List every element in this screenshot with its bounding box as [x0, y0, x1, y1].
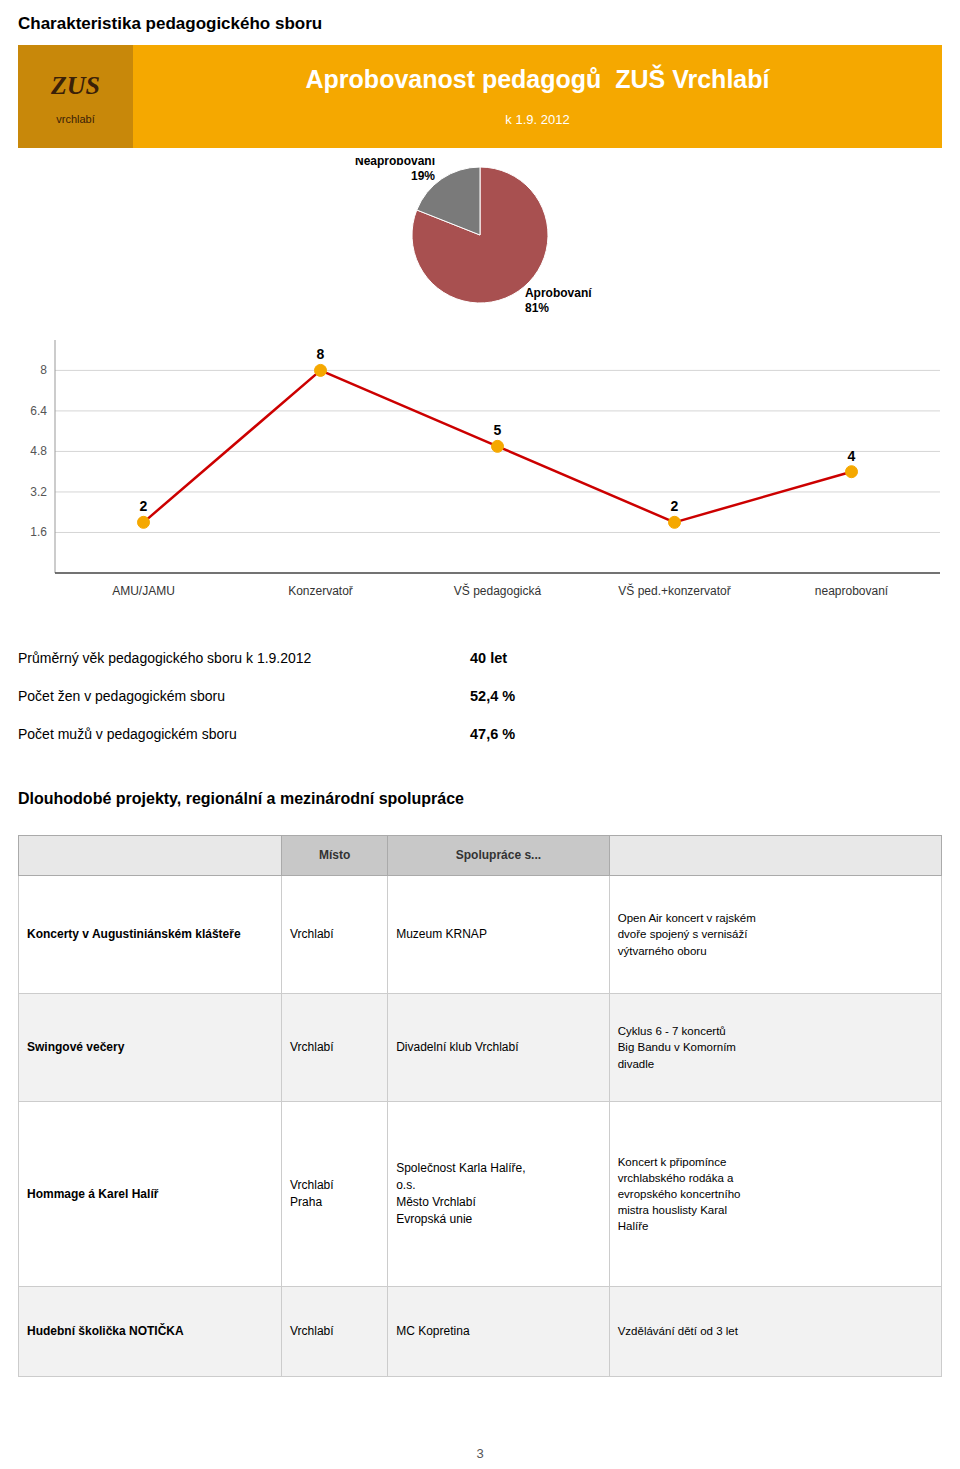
pie-label-category: Aprobovaní [525, 286, 592, 300]
stat-label: Počet mužů v pedagogickém sboru [18, 726, 237, 742]
grid-line [55, 410, 940, 411]
grid-line [55, 491, 940, 492]
y-tick-label: 1.6 [30, 525, 47, 539]
table-cell: Společnost Karla Halíře, o.s. Město Vrch… [388, 1102, 610, 1287]
pie-label: Aprobovaní81% [525, 286, 592, 313]
table-cell: Vrchlabí [282, 994, 388, 1102]
stat-value: 40 let [470, 650, 507, 666]
section-title: Dlouhodobé projekty, regionální a meziná… [18, 790, 464, 808]
table-cell: Hommage á Karel Halíř [19, 1102, 282, 1287]
line-chart: 1.6 3.2 4.8 6.4 8 AMU/JAMU Konzervatoř VŠ pedag… [0, 318, 960, 618]
stat-label: Počet žen v pedagogickém sboru [18, 688, 225, 704]
y-tick-label: 3.2 [30, 485, 47, 499]
table-row: Swingové večeryVrchlabíDivadelní klub Vr… [19, 994, 942, 1102]
stat-value: 47,6 % [470, 726, 515, 742]
data-label: 2 [671, 498, 679, 514]
table-cell: Muzeum KRNAP [388, 876, 610, 994]
x-tick-label: Konzervatoř [288, 584, 354, 598]
page-number: 3 [0, 1446, 960, 1461]
table-row: Koncerty v Augustiniánském klášteřeVrchl… [19, 876, 942, 994]
logo-subtitle: vrchlabí [18, 113, 133, 125]
pie-label-value: 19% [411, 169, 435, 183]
table-header-cell: Místo [282, 836, 388, 876]
table-row: Hudební školička NOTIČKAVrchlabíMC Kopre… [19, 1287, 942, 1377]
logo-box: ZUS vrchlabí [18, 45, 133, 148]
table-cell: Koncert k připomínce vrchlabského rodáka… [609, 1102, 941, 1287]
x-tick-label: neaprobovaní [815, 584, 889, 598]
table-row: Hommage á Karel HalířVrchlabí PrahaSpole… [19, 1102, 942, 1287]
point [846, 466, 858, 478]
page-title: Charakteristika pedagogického sboru [18, 14, 322, 34]
x-tick-label: VŠ ped.+konzervatoř [618, 583, 731, 598]
table-cell: Divadelní klub Vrchlabí [388, 994, 610, 1102]
header-banner: ZUS vrchlabí Aprobovanost pedagogů ZUŠ Vrc… [18, 45, 942, 148]
table-cell: Open Air koncert v rajském dvoře spojený… [609, 876, 941, 994]
pie-slice [412, 167, 548, 303]
header-title: Aprobovanost pedagogů ZUŠ Vrchlabí [133, 65, 942, 94]
line [144, 370, 852, 522]
pie-label: Neaprobovaní19% [355, 158, 436, 183]
table-cell: Vrchlabí Praha [282, 1102, 388, 1287]
pie-label-value: 81% [525, 301, 549, 313]
table-cell: MC Kopretina [388, 1287, 610, 1377]
point [669, 516, 681, 528]
projects-table: MístoSpolupráce s...Koncerty v Augustini… [18, 835, 942, 1377]
y-axis [55, 340, 56, 573]
x-tick-label: VŠ pedagogická [454, 583, 542, 598]
grid-line [55, 532, 940, 533]
plot-area [138, 364, 858, 528]
col [388, 836, 610, 1377]
data-label: 8 [317, 346, 325, 362]
stat-value: 52,4 % [470, 688, 515, 704]
col-group [19, 836, 942, 1377]
y-tick-label: 8 [40, 363, 47, 377]
table-header-cell [609, 836, 941, 876]
y-tick-label: 6.4 [30, 404, 47, 418]
table-cell: Koncerty v Augustiniánském klášteře [19, 876, 282, 994]
table-cell: Hudební školička NOTIČKA [19, 1287, 282, 1377]
point [492, 440, 504, 452]
x-tick-label: AMU/JAMU [112, 584, 175, 598]
point [315, 364, 327, 376]
y-tick-label: 4.8 [30, 444, 47, 458]
pie-label-category: Neaprobovaní [355, 158, 436, 168]
grid-line [55, 370, 940, 371]
table-cell: Vzdělávání dětí od 3 let [609, 1287, 941, 1377]
x-axis [55, 572, 940, 574]
table-cell: Vrchlabí [282, 1287, 388, 1377]
data-label: 4 [848, 448, 856, 464]
col [282, 836, 388, 1377]
data-label: 5 [494, 422, 502, 438]
page: Charakteristika pedagogického sboru ZUS vr… [0, 0, 960, 1469]
logo-title: ZUS [18, 71, 133, 101]
table-cell: Swingové večery [19, 994, 282, 1102]
data-label: 2 [140, 498, 148, 514]
point [138, 516, 150, 528]
stat-label: Průměrný věk pedagogického sboru k 1.9.2… [18, 650, 311, 666]
pie-chart: Aprobovaní81% Neaprobovaní19% [0, 158, 960, 313]
table-header-row: MístoSpolupráce s... [19, 836, 942, 876]
table-cell: Cyklus 6 - 7 koncertů Big Bandu v Komorn… [609, 994, 941, 1102]
table-cell: Vrchlabí [282, 876, 388, 994]
col [19, 836, 282, 1377]
table-body: MístoSpolupráce s...Koncerty v Augustini… [19, 836, 942, 1377]
table-header-cell: Spolupráce s... [388, 836, 610, 876]
table-header-cell [19, 836, 282, 876]
header-subtitle: k 1.9. 2012 [133, 112, 942, 127]
